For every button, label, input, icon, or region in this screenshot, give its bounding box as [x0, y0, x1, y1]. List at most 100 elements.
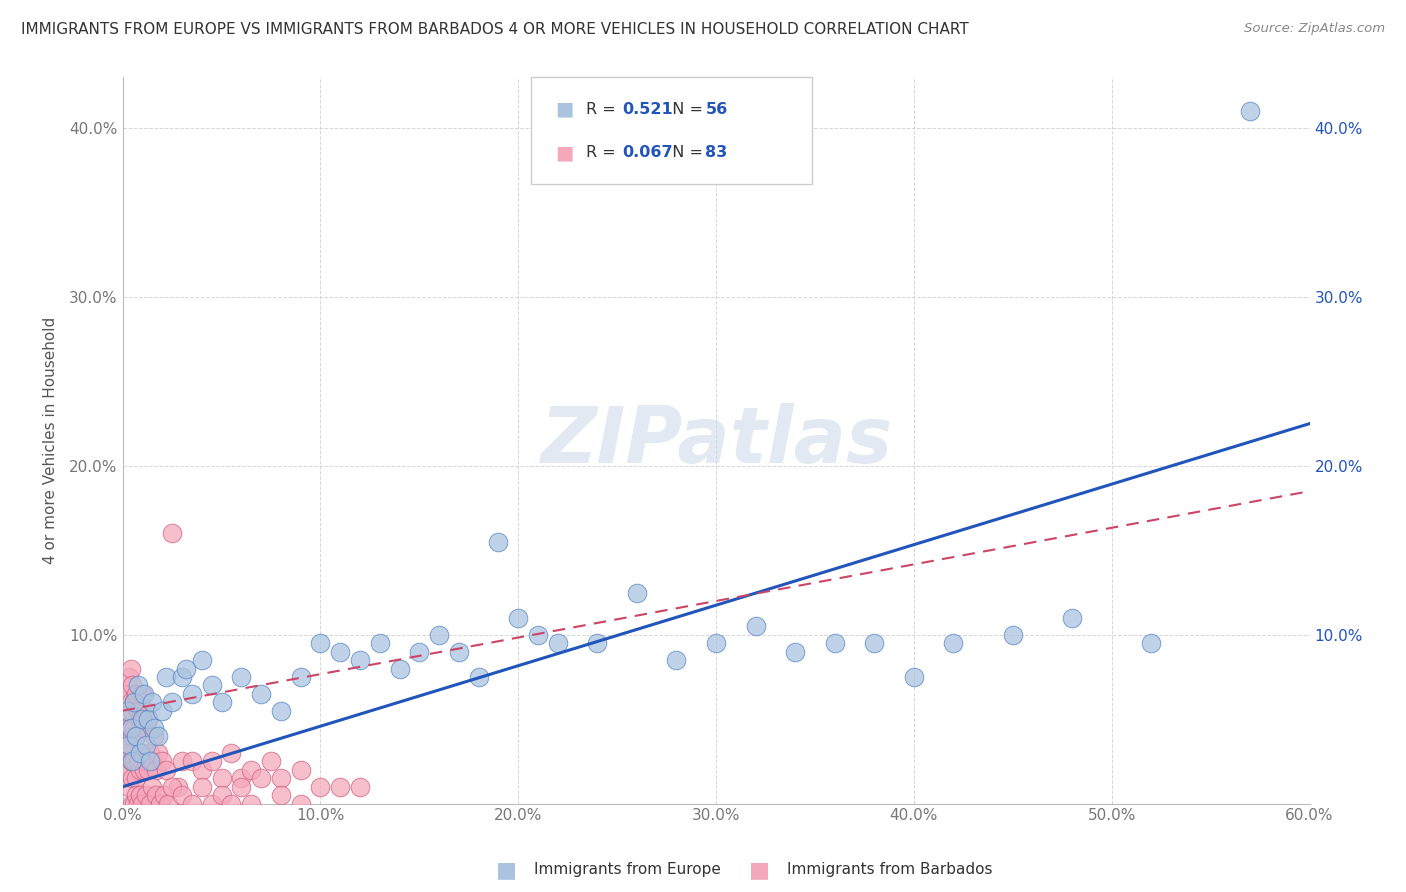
Text: Source: ZipAtlas.com: Source: ZipAtlas.com — [1244, 22, 1385, 36]
Point — [120, 661, 142, 675]
Point — [131, 687, 153, 701]
Text: N =: N = — [662, 145, 707, 160]
Point — [240, 797, 263, 811]
Point — [270, 704, 292, 718]
Point — [290, 670, 312, 684]
Point — [170, 670, 193, 684]
Point — [150, 704, 173, 718]
Point — [488, 534, 510, 549]
Point — [139, 797, 162, 811]
Text: 0.067: 0.067 — [623, 145, 673, 160]
Point — [190, 653, 212, 667]
Point — [155, 763, 177, 777]
Point — [1140, 636, 1163, 650]
Point — [115, 721, 138, 735]
Text: Immigrants from Europe: Immigrants from Europe — [534, 863, 721, 877]
Point — [160, 526, 183, 541]
Point — [201, 797, 224, 811]
Point — [260, 755, 283, 769]
Point — [121, 772, 143, 786]
Point — [120, 721, 142, 735]
Point — [135, 704, 157, 718]
Point — [349, 653, 371, 667]
Point — [121, 704, 143, 718]
Point — [149, 797, 172, 811]
Point — [148, 729, 170, 743]
Point — [290, 797, 312, 811]
Point — [221, 746, 243, 760]
Point — [270, 788, 292, 802]
Point — [115, 763, 138, 777]
Point — [180, 797, 202, 811]
Point — [135, 788, 157, 802]
Point — [117, 738, 139, 752]
Point — [231, 780, 253, 794]
Point — [136, 712, 159, 726]
Point — [135, 738, 157, 752]
Point — [942, 636, 965, 650]
Point — [155, 670, 177, 684]
Point — [131, 746, 153, 760]
Point — [124, 695, 146, 709]
Point — [221, 797, 243, 811]
Point — [160, 695, 183, 709]
Point — [117, 704, 139, 718]
Point — [120, 695, 142, 709]
Point — [329, 645, 352, 659]
Text: R =: R = — [586, 145, 620, 160]
Point — [427, 628, 450, 642]
Text: 56: 56 — [706, 102, 727, 117]
Point — [124, 695, 146, 709]
Point — [124, 797, 146, 811]
Point — [141, 780, 163, 794]
Point — [125, 687, 148, 701]
Text: R =: R = — [586, 102, 620, 117]
Text: 83: 83 — [706, 145, 727, 160]
Point — [211, 695, 233, 709]
Point — [157, 797, 180, 811]
Text: ZIPatlas: ZIPatlas — [540, 402, 893, 478]
Point — [231, 772, 253, 786]
Point — [174, 661, 197, 675]
Y-axis label: 4 or more Vehicles in Household: 4 or more Vehicles in Household — [44, 317, 58, 564]
Point — [863, 636, 886, 650]
Point — [115, 704, 138, 718]
Point — [1001, 628, 1024, 642]
Point — [527, 628, 550, 642]
Point — [309, 636, 332, 650]
Point — [139, 755, 162, 769]
Point — [131, 797, 153, 811]
Text: IMMIGRANTS FROM EUROPE VS IMMIGRANTS FROM BARBADOS 4 OR MORE VEHICLES IN HOUSEHO: IMMIGRANTS FROM EUROPE VS IMMIGRANTS FRO… — [21, 22, 969, 37]
Point — [145, 788, 167, 802]
Point — [143, 721, 166, 735]
Point — [141, 695, 163, 709]
Point — [170, 788, 193, 802]
Point — [211, 788, 233, 802]
Point — [148, 746, 170, 760]
Point — [125, 788, 148, 802]
Point — [626, 585, 648, 599]
Text: 0.521: 0.521 — [623, 102, 673, 117]
Point — [143, 729, 166, 743]
Point — [180, 687, 202, 701]
Point — [127, 755, 149, 769]
Point — [115, 687, 138, 701]
Point — [1239, 104, 1261, 119]
Point — [134, 721, 156, 735]
Point — [120, 755, 142, 769]
Text: ■: ■ — [496, 860, 516, 880]
Point — [201, 755, 224, 769]
Point — [121, 755, 143, 769]
Point — [153, 788, 176, 802]
Point — [145, 763, 167, 777]
Point — [785, 645, 807, 659]
Point — [127, 797, 149, 811]
Point — [120, 721, 142, 735]
Text: ■: ■ — [555, 100, 574, 119]
Point — [665, 653, 688, 667]
Point — [1062, 611, 1084, 625]
Point — [547, 636, 569, 650]
Point — [167, 780, 190, 794]
Point — [127, 678, 149, 692]
Point — [170, 755, 193, 769]
